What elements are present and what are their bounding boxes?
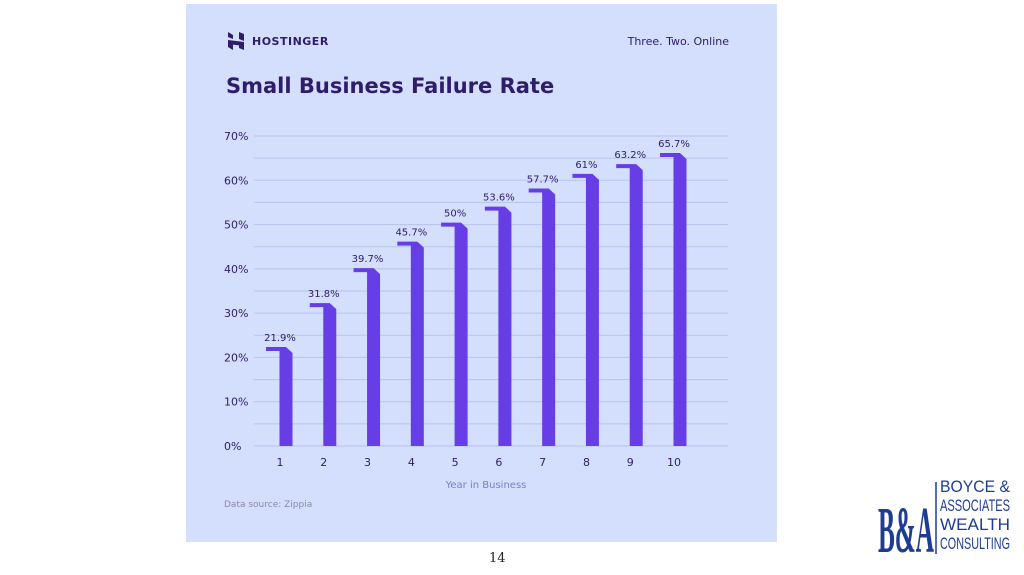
data-label: 61% — [575, 160, 597, 171]
bar-group — [309, 303, 337, 446]
logo-text-line: CONSULTING — [940, 534, 1010, 553]
x-tick-label: 6 — [495, 456, 502, 469]
data-label: 53.6% — [483, 193, 515, 204]
bar — [572, 173, 599, 446]
data-label: 39.7% — [352, 254, 384, 265]
y-tick-label: 10% — [224, 396, 248, 409]
logo-text-line: BOYCE & — [940, 478, 1011, 496]
y-tick-label: 70% — [224, 130, 248, 143]
bar-group — [397, 241, 424, 446]
x-tick-label: 1 — [277, 456, 284, 469]
bar-group — [484, 206, 512, 446]
bar-group — [266, 347, 293, 446]
logo-text-line: WEALTH — [940, 515, 1010, 534]
data-label: 65.7% — [658, 139, 690, 150]
bar — [441, 222, 468, 446]
bar-chart: 0% 10% 20% 30% 40% 50% 60% 70% 21.9% 1 31.8% 2 39.7%… — [224, 130, 728, 491]
x-tick-label: 8 — [583, 456, 590, 469]
y-tick-label: 20% — [224, 351, 248, 364]
x-tick-label: 4 — [408, 456, 415, 469]
bar — [616, 164, 643, 446]
brand-tagline: Three. Two. Online — [627, 35, 729, 48]
chart-title: Small Business Failure Rate — [226, 74, 555, 98]
bar-group — [441, 222, 468, 446]
bar — [484, 206, 512, 446]
bar — [266, 347, 293, 446]
y-tick-label: 60% — [224, 174, 248, 187]
data-label: 57.7% — [527, 174, 559, 185]
bar-group — [616, 164, 643, 446]
x-tick-label: 5 — [452, 456, 459, 469]
y-tick-label: 40% — [224, 263, 248, 276]
bar-group — [660, 153, 687, 447]
brand-name: HOSTINGER — [252, 34, 329, 48]
logo-initials: B&A — [878, 494, 934, 558]
hostinger-logo-icon — [228, 32, 244, 50]
data-source: Data source: Zippia — [224, 500, 313, 510]
bar-group — [572, 173, 599, 446]
data-label: 31.8% — [308, 289, 340, 300]
hostinger-brand: HOSTINGER — [228, 32, 329, 50]
y-tick-label: 50% — [224, 219, 248, 232]
x-tick-label: 10 — [667, 456, 681, 469]
bar-group — [353, 268, 381, 446]
y-tick-label: 0% — [224, 440, 241, 453]
bar — [397, 241, 424, 446]
x-tick-label: 2 — [320, 456, 327, 469]
page-number: 14 — [489, 551, 506, 566]
x-tick-label: 7 — [539, 456, 546, 469]
bar — [309, 303, 337, 446]
bar-group — [528, 188, 556, 446]
data-label: 45.7% — [395, 228, 427, 239]
logo-text-line: ASSOCIATES — [940, 496, 1010, 515]
bar — [353, 268, 381, 446]
infographic-card: HOSTINGER Three. Two. Online Small Busin… — [186, 4, 777, 542]
y-tick-label: 30% — [224, 307, 248, 320]
bar — [528, 188, 556, 446]
x-tick-label: 9 — [627, 456, 634, 469]
data-label: 21.9% — [264, 333, 296, 344]
x-tick-label: 3 — [364, 456, 371, 469]
data-label: 63.2% — [614, 150, 646, 161]
data-label: 50% — [444, 209, 466, 220]
x-axis-label: Year in Business — [445, 480, 527, 491]
bar — [660, 153, 687, 447]
